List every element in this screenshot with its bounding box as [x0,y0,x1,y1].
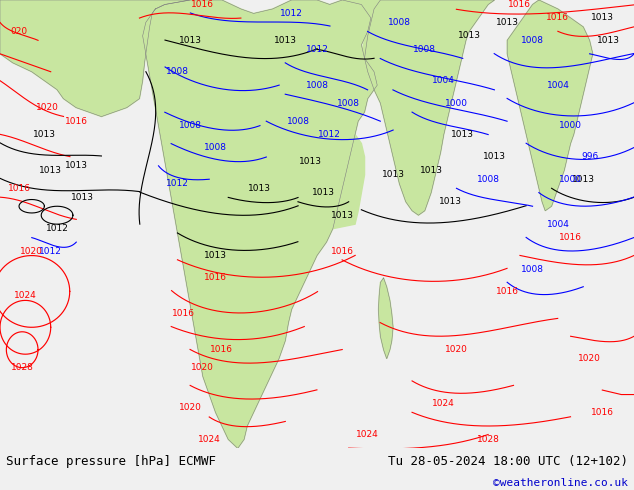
Text: 1028: 1028 [477,435,500,444]
Text: 1016: 1016 [8,184,30,193]
Text: 1024: 1024 [432,399,455,408]
Text: 1008: 1008 [287,117,309,125]
Text: 1016: 1016 [331,246,354,256]
Text: 1013: 1013 [458,31,481,40]
Text: 1000: 1000 [445,98,468,108]
Text: 1013: 1013 [274,36,297,45]
Text: 1020: 1020 [179,403,202,413]
Text: 1008: 1008 [166,67,189,76]
Text: ©weatheronline.co.uk: ©weatheronline.co.uk [493,477,628,488]
Polygon shape [342,0,380,58]
Polygon shape [378,278,393,359]
Text: 1012: 1012 [46,224,68,233]
Text: 1013: 1013 [382,171,404,179]
Text: 1008: 1008 [337,98,360,108]
Text: 1008: 1008 [477,175,500,184]
Text: 1013: 1013 [204,251,227,260]
Text: 1013: 1013 [33,130,56,139]
Polygon shape [333,135,365,229]
Text: 1013: 1013 [451,130,474,139]
Text: 1004: 1004 [432,76,455,85]
Text: 1016: 1016 [191,0,214,9]
Text: 1012: 1012 [280,9,303,18]
Text: 1012: 1012 [318,130,341,139]
Text: 1012: 1012 [306,45,328,54]
Text: 1016: 1016 [172,309,195,318]
Text: 020: 020 [10,27,28,36]
Polygon shape [365,0,495,215]
Text: 1013: 1013 [179,36,202,45]
Text: 1008: 1008 [204,144,227,152]
Text: 1008: 1008 [179,121,202,130]
Text: 1013: 1013 [312,188,335,197]
Text: 1008: 1008 [521,265,544,273]
Text: 1024: 1024 [14,292,37,300]
Text: 1020: 1020 [36,103,59,112]
Text: Surface pressure [hPa] ECMWF: Surface pressure [hPa] ECMWF [6,455,216,468]
Polygon shape [0,0,190,117]
Text: 1008: 1008 [413,45,436,54]
Text: 1024: 1024 [198,435,221,444]
Text: 1013: 1013 [299,157,322,166]
Text: 1013: 1013 [483,152,506,161]
Text: 1016: 1016 [547,13,569,23]
Text: 1008: 1008 [306,81,328,90]
Text: 1016: 1016 [591,408,614,417]
Text: 1013: 1013 [39,166,62,175]
Text: 1016: 1016 [65,117,87,125]
Text: 1000: 1000 [559,121,582,130]
Polygon shape [143,0,377,448]
Text: 1013: 1013 [572,175,595,184]
Text: 1016: 1016 [204,273,227,282]
Text: 1013: 1013 [65,161,87,171]
Text: 1020: 1020 [445,345,468,354]
Text: 1013: 1013 [71,193,94,202]
Text: 1016: 1016 [210,345,233,354]
Text: 1013: 1013 [597,36,620,45]
Text: 1013: 1013 [420,166,443,175]
Text: 1020: 1020 [20,246,43,256]
Text: 1013: 1013 [496,18,519,27]
Text: 1004: 1004 [547,220,569,229]
Text: 1000: 1000 [559,175,582,184]
Text: 1012: 1012 [39,246,62,256]
Polygon shape [507,0,593,211]
Text: 1016: 1016 [508,0,531,9]
Text: 1008: 1008 [388,18,411,27]
Text: 1012: 1012 [166,179,189,188]
Polygon shape [76,90,89,98]
Text: 996: 996 [581,152,598,161]
Text: 1016: 1016 [559,233,582,242]
Text: 1020: 1020 [191,363,214,372]
Text: 1024: 1024 [356,430,379,440]
Text: 1004: 1004 [547,81,569,90]
Text: Tu 28-05-2024 18:00 UTC (12+102): Tu 28-05-2024 18:00 UTC (12+102) [387,455,628,468]
Text: 1008: 1008 [521,36,544,45]
Text: 1028: 1028 [11,363,34,372]
Text: 1013: 1013 [249,184,271,193]
Text: 1013: 1013 [331,211,354,220]
Text: 1013: 1013 [591,13,614,23]
Text: 1020: 1020 [578,354,601,363]
Text: 1013: 1013 [439,197,462,206]
Text: 1016: 1016 [496,287,519,296]
